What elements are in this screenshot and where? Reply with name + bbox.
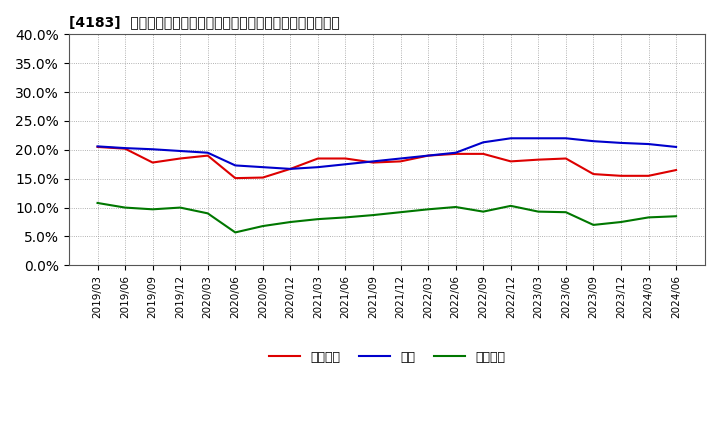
在庫 [314, 165, 323, 170]
売上債権 [148, 160, 157, 165]
買入債務 [506, 203, 515, 209]
在庫 [341, 161, 350, 167]
在庫 [148, 147, 157, 152]
買入債務 [479, 209, 487, 214]
買入債務 [589, 222, 598, 227]
買入債務 [314, 216, 323, 222]
売上債権 [672, 167, 680, 172]
Line: 在庫: 在庫 [97, 138, 676, 169]
在庫 [589, 139, 598, 144]
売上債権 [424, 153, 433, 158]
買入債務 [93, 200, 102, 205]
買入債務 [148, 207, 157, 212]
在庫 [506, 136, 515, 141]
在庫 [644, 141, 653, 147]
在庫 [121, 146, 130, 151]
Legend: 売上債権, 在庫, 買入債務: 売上債権, 在庫, 買入債務 [264, 345, 510, 369]
売上債権 [534, 157, 543, 162]
買入債務 [286, 220, 294, 225]
売上債権 [479, 151, 487, 157]
在庫 [204, 150, 212, 155]
買入債務 [204, 211, 212, 216]
売上債権 [616, 173, 625, 179]
在庫 [176, 148, 184, 154]
在庫 [672, 144, 680, 150]
Line: 買入債務: 買入債務 [97, 203, 676, 232]
買入債務 [258, 224, 267, 229]
売上債権 [451, 151, 460, 157]
在庫 [369, 159, 377, 164]
在庫 [479, 139, 487, 145]
在庫 [258, 165, 267, 170]
在庫 [451, 150, 460, 155]
売上債権 [314, 156, 323, 161]
売上債権 [644, 173, 653, 179]
在庫 [534, 136, 543, 141]
買入債務 [672, 213, 680, 219]
売上債権 [231, 176, 240, 181]
売上債権 [204, 153, 212, 158]
売上債権 [506, 159, 515, 164]
在庫 [562, 136, 570, 141]
Line: 売上債権: 売上債権 [97, 147, 676, 178]
買入債務 [616, 220, 625, 225]
買入債務 [121, 205, 130, 210]
売上債権 [176, 156, 184, 161]
売上債権 [121, 146, 130, 151]
Text: [4183]  売上債権、在庫、買入債務の総資産に対する比率の推移: [4183] 売上債権、在庫、買入債務の総資産に対する比率の推移 [68, 15, 339, 29]
買入債務 [424, 207, 433, 212]
買入債務 [534, 209, 543, 214]
在庫 [286, 166, 294, 172]
在庫 [424, 153, 433, 158]
在庫 [231, 163, 240, 168]
買入債務 [231, 230, 240, 235]
在庫 [93, 144, 102, 149]
買入債務 [396, 209, 405, 215]
売上債権 [341, 156, 350, 161]
売上債権 [286, 166, 294, 172]
売上債権 [589, 172, 598, 177]
買入債務 [562, 209, 570, 215]
売上債権 [396, 159, 405, 164]
買入債務 [451, 204, 460, 209]
買入債務 [644, 215, 653, 220]
買入債務 [369, 213, 377, 218]
買入債務 [341, 215, 350, 220]
在庫 [396, 156, 405, 161]
買入債務 [176, 205, 184, 210]
在庫 [616, 140, 625, 146]
売上債権 [258, 175, 267, 180]
売上債権 [93, 144, 102, 150]
売上債権 [562, 156, 570, 161]
売上債権 [369, 160, 377, 165]
